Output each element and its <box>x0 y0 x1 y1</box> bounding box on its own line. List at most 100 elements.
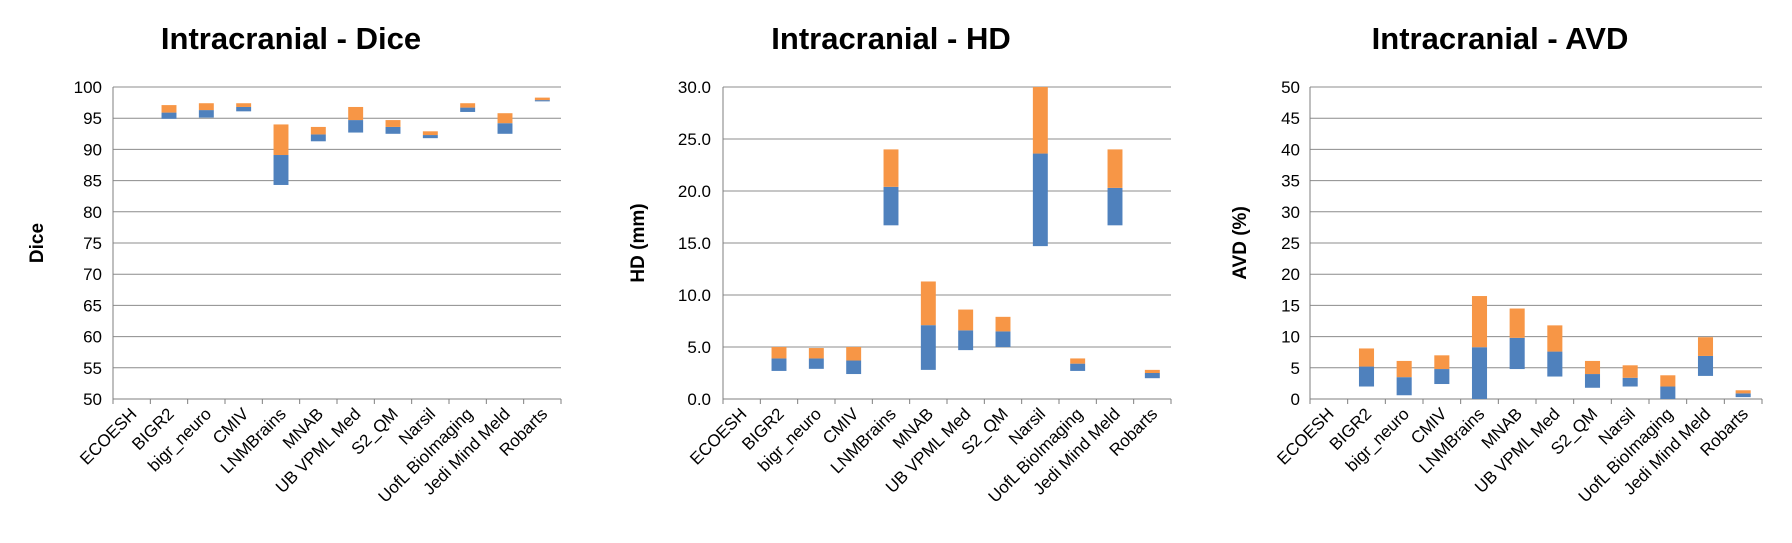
y-tick-label: 25.0 <box>678 130 711 149</box>
bar-segment <box>1584 360 1601 375</box>
bar-segment <box>1434 355 1450 370</box>
y-tick-label: 50 <box>1281 78 1300 97</box>
bar-segment <box>198 103 214 111</box>
chart-title: Intracranial - HD <box>771 21 1010 56</box>
y-tick-label: 95 <box>83 109 102 128</box>
y-tick-label: 100 <box>74 78 102 97</box>
bar-segment <box>1471 347 1488 399</box>
bar-segment <box>1622 365 1638 378</box>
bar-segment <box>236 106 252 112</box>
x-category-label: ECOESH <box>76 404 140 468</box>
chart-title: Intracranial - Dice <box>161 21 421 56</box>
y-tick-label: 80 <box>83 203 102 222</box>
bar-segment <box>1070 363 1086 371</box>
bar-segment <box>1358 366 1375 387</box>
bar-segment <box>1471 296 1488 348</box>
bar-segment <box>958 330 974 351</box>
bar-segment <box>1660 386 1676 399</box>
x-category-label: ECOESH <box>1273 404 1337 468</box>
bar-segment <box>808 358 824 369</box>
y-tick-label: 20 <box>1281 265 1300 284</box>
y-tick-label: 10 <box>1281 328 1300 347</box>
y-tick-label: 15 <box>1281 296 1300 315</box>
bar-segment <box>422 135 438 139</box>
y-axis-label: Dice <box>27 223 48 263</box>
y-axis-label: HD (mm) <box>628 203 649 282</box>
x-category-label: ECOESH <box>686 404 750 468</box>
bar-segment <box>1070 358 1086 364</box>
bar-segment <box>460 107 476 112</box>
y-tick-label: 30.0 <box>678 78 711 97</box>
bar-segment <box>1735 390 1751 394</box>
y-tick-label: 30 <box>1281 203 1300 222</box>
bar-segment <box>1735 393 1751 398</box>
bar-segment <box>460 103 476 108</box>
y-tick-label: 60 <box>83 328 102 347</box>
bar-segment <box>1144 369 1160 373</box>
bar-segment <box>385 126 401 134</box>
bar-segment <box>1032 87 1048 154</box>
y-tick-label: 0.0 <box>687 390 711 409</box>
bar-segment <box>497 113 513 124</box>
bar-segment <box>958 309 974 331</box>
chart-title: Intracranial - AVD <box>1372 21 1629 56</box>
bar-segment <box>846 347 862 361</box>
bar-segment <box>161 112 177 119</box>
bar-segment <box>1107 187 1123 226</box>
bar-segment <box>883 186 899 226</box>
y-tick-label: 15.0 <box>678 234 711 253</box>
bar-segment <box>348 120 364 133</box>
bar-segment <box>771 347 787 359</box>
y-tick-label: 50 <box>83 390 102 409</box>
bar-segment <box>1358 348 1375 367</box>
y-tick-label: 65 <box>83 296 102 315</box>
y-tick-label: 85 <box>83 172 102 191</box>
bar-segment <box>1396 377 1412 396</box>
bar-segment <box>1584 374 1601 388</box>
chart-panel-1: Intracranial - Dice Dice 50 55 60 65 70 75 80 85 9… <box>0 0 580 543</box>
chart-panel-2: Intracranial - HD HD (mm) 0.0 5.0 10.0 15.0 20… <box>600 0 1190 543</box>
bar-segment <box>1396 360 1412 378</box>
y-tick-label: 45 <box>1281 109 1300 128</box>
y-tick-label: 55 <box>83 359 102 378</box>
bar-segment <box>198 110 214 118</box>
y-tick-label: 10.0 <box>678 286 711 305</box>
y-tick-label: 5 <box>1291 359 1300 378</box>
chart-panel-3: Intracranial - AVD AVD (%) 0 5 10 15 20 25 30 35 4… <box>1210 0 1792 543</box>
chart-svg: Intracranial - Dice Dice 50 55 60 65 70 75 80 85 9… <box>27 21 562 506</box>
y-tick-label: 40 <box>1281 140 1300 159</box>
y-tick-label: 90 <box>83 140 102 159</box>
bar-segment <box>1144 373 1160 379</box>
bar-segment <box>1509 337 1525 370</box>
bar-segment <box>161 105 177 113</box>
bar-segment <box>846 360 862 375</box>
y-axis-label: AVD (%) <box>1230 206 1251 280</box>
bar-segment <box>236 103 252 107</box>
bar-segment <box>310 134 326 142</box>
bar-segment <box>497 123 513 134</box>
chart-svg: Intracranial - AVD AVD (%) 0 5 10 15 20 25 30 35 4… <box>1230 21 1763 506</box>
bar-segment <box>1660 375 1676 387</box>
bar-segment <box>385 120 401 127</box>
bar-segment <box>534 100 550 102</box>
bar-segment <box>920 281 936 326</box>
bar-segment <box>422 131 438 136</box>
chart-svg: Intracranial - HD HD (mm) 0.0 5.0 10.0 15.0 20… <box>628 21 1172 506</box>
bar-segment <box>995 331 1011 347</box>
y-tick-label: 0 <box>1291 390 1300 409</box>
y-tick-label: 70 <box>83 265 102 284</box>
y-tick-label: 35 <box>1281 172 1300 191</box>
bar-segment <box>310 126 326 135</box>
bar-segment <box>1697 355 1714 376</box>
y-tick-label: 5.0 <box>687 338 711 357</box>
bar-segment <box>1107 149 1123 188</box>
bar-segment <box>273 155 289 185</box>
bar-segment <box>1547 351 1563 377</box>
bar-segment <box>348 106 364 121</box>
bar-segment <box>808 348 824 359</box>
bar-segment <box>1697 337 1714 356</box>
bar-segment <box>1509 308 1525 338</box>
y-tick-label: 25 <box>1281 234 1300 253</box>
bar-segment <box>1434 369 1450 385</box>
bar-segment <box>273 124 289 156</box>
